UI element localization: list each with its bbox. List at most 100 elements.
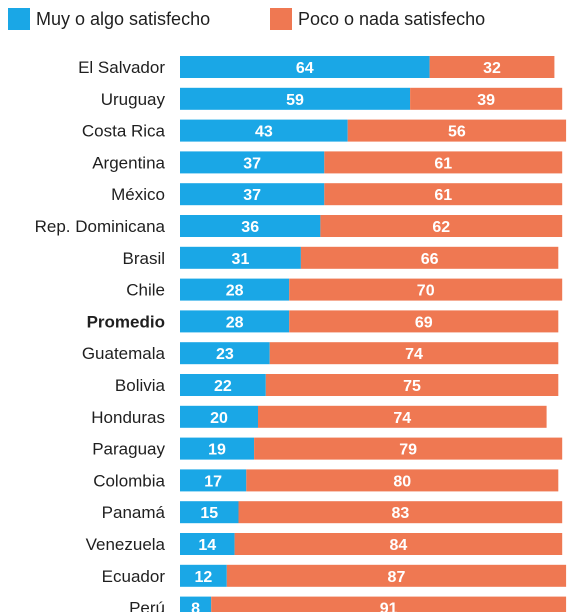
legend-label-satisfied: Muy o algo satisfecho bbox=[36, 8, 211, 29]
value-label-unsatisfied: 80 bbox=[393, 473, 411, 490]
bar-satisfied bbox=[180, 87, 411, 110]
bar-row-peru: Perú 8 91 bbox=[129, 596, 567, 612]
value-label-unsatisfied: 66 bbox=[421, 251, 439, 268]
bar-row-uruguay: Uruguay 59 39 bbox=[101, 87, 563, 110]
category-label: Brasil bbox=[122, 249, 165, 268]
category-label: Bolivia bbox=[115, 376, 166, 395]
bar-unsatisfied bbox=[211, 596, 567, 612]
value-label-satisfied: 36 bbox=[241, 219, 259, 236]
value-label-satisfied: 31 bbox=[232, 251, 250, 268]
bar-row-costa-rica: Costa Rica 43 56 bbox=[82, 119, 567, 142]
category-label: Uruguay bbox=[101, 90, 166, 109]
bar-satisfied bbox=[180, 119, 348, 142]
bar-unsatisfied bbox=[300, 246, 559, 269]
bar-unsatisfied bbox=[347, 119, 567, 142]
bar-unsatisfied bbox=[289, 278, 563, 301]
value-label-unsatisfied: 83 bbox=[391, 505, 409, 522]
category-label: Colombia bbox=[93, 471, 165, 490]
value-label-satisfied: 15 bbox=[200, 505, 218, 522]
bar-satisfied bbox=[180, 533, 235, 555]
category-label: Costa Rica bbox=[82, 122, 166, 141]
bar-unsatisfied bbox=[410, 87, 563, 110]
value-label-satisfied: 12 bbox=[195, 569, 213, 586]
bar-unsatisfied bbox=[258, 405, 547, 428]
value-label-satisfied: 23 bbox=[216, 346, 234, 363]
bar-satisfied bbox=[180, 215, 321, 237]
value-label-satisfied: 19 bbox=[208, 442, 226, 459]
bar-satisfied bbox=[180, 374, 266, 396]
category-label: Panamá bbox=[102, 503, 166, 522]
value-label-satisfied: 37 bbox=[243, 187, 261, 204]
bar-unsatisfied bbox=[254, 437, 563, 460]
value-label-satisfied: 59 bbox=[286, 92, 304, 109]
value-label-unsatisfied: 74 bbox=[393, 410, 411, 427]
bar-unsatisfied bbox=[320, 215, 563, 237]
bar-unsatisfied bbox=[265, 374, 559, 396]
category-label: Venezuela bbox=[86, 535, 166, 554]
value-label-satisfied: 17 bbox=[204, 473, 222, 490]
value-label-satisfied: 8 bbox=[191, 601, 200, 612]
value-label-unsatisfied: 39 bbox=[477, 92, 495, 109]
bar-row-rep-dominicana: Rep. Dominicana 36 62 bbox=[35, 215, 563, 237]
bar-row-chile: Chile 28 70 bbox=[126, 278, 563, 301]
category-label: Rep. Dominicana bbox=[35, 217, 166, 236]
bar-unsatisfied bbox=[246, 469, 559, 492]
value-label-unsatisfied: 32 bbox=[483, 60, 501, 77]
category-label: México bbox=[111, 185, 165, 204]
value-label-satisfied: 28 bbox=[226, 283, 244, 300]
value-label-satisfied: 37 bbox=[243, 155, 261, 172]
bar-satisfied bbox=[180, 342, 270, 365]
bar-satisfied bbox=[180, 437, 255, 460]
bar-unsatisfied bbox=[289, 310, 559, 333]
bar-row-guatemala: Guatemala 23 74 bbox=[82, 342, 559, 365]
bar-satisfied bbox=[180, 183, 325, 206]
category-label: Guatemala bbox=[82, 344, 166, 363]
bar-satisfied bbox=[180, 56, 430, 78]
bar-row-promedio: Promedio 28 69 bbox=[87, 310, 559, 333]
value-label-unsatisfied: 56 bbox=[448, 124, 466, 141]
bar-row-panama: Panamá 15 83 bbox=[102, 501, 563, 524]
bar-row-colombia: Colombia 17 80 bbox=[93, 469, 559, 492]
bar-satisfied bbox=[180, 310, 290, 333]
bar-row-venezuela: Venezuela 14 84 bbox=[86, 533, 563, 555]
legend-swatch-satisfied bbox=[8, 8, 30, 30]
category-label: Paraguay bbox=[92, 440, 165, 459]
value-label-satisfied: 64 bbox=[296, 60, 314, 77]
legend-swatch-unsatisfied bbox=[270, 8, 292, 30]
bar-satisfied bbox=[180, 246, 301, 269]
legend-item-unsatisfied: Poco o nada satisfecho bbox=[270, 8, 485, 30]
value-label-unsatisfied: 79 bbox=[399, 442, 417, 459]
category-label: Ecuador bbox=[102, 567, 166, 586]
value-label-satisfied: 22 bbox=[214, 378, 232, 395]
legend-label-unsatisfied: Poco o nada satisfecho bbox=[298, 8, 486, 29]
bar-unsatisfied bbox=[324, 183, 563, 206]
value-label-satisfied: 28 bbox=[226, 314, 244, 331]
bar-unsatisfied bbox=[226, 564, 567, 587]
bar-satisfied bbox=[180, 501, 239, 524]
value-label-unsatisfied: 87 bbox=[388, 569, 406, 586]
bar-unsatisfied bbox=[238, 501, 563, 524]
bar-satisfied bbox=[180, 596, 212, 612]
category-label: Honduras bbox=[91, 408, 165, 427]
bar-satisfied bbox=[180, 469, 247, 492]
bar-row-paraguay: Paraguay 19 79 bbox=[92, 437, 563, 460]
value-label-unsatisfied: 61 bbox=[434, 155, 452, 172]
category-label: Argentina bbox=[92, 153, 165, 172]
value-label-unsatisfied: 91 bbox=[380, 601, 398, 612]
value-label-satisfied: 20 bbox=[210, 410, 228, 427]
bar-row-honduras: Honduras 20 74 bbox=[91, 405, 547, 428]
legend-item-satisfied: Muy o algo satisfecho bbox=[8, 8, 210, 30]
bar-unsatisfied bbox=[269, 342, 559, 365]
bar-row-el-salvador: El Salvador 64 32 bbox=[78, 56, 555, 78]
category-label: El Salvador bbox=[78, 58, 165, 77]
value-label-unsatisfied: 62 bbox=[432, 219, 450, 236]
bar-unsatisfied bbox=[234, 533, 563, 555]
bar-satisfied bbox=[180, 405, 258, 428]
value-label-satisfied: 14 bbox=[198, 537, 216, 554]
value-label-unsatisfied: 70 bbox=[417, 283, 435, 300]
bar-unsatisfied bbox=[324, 151, 563, 174]
bar-unsatisfied bbox=[429, 56, 555, 78]
bar-satisfied bbox=[180, 151, 325, 174]
bar-row-bolivia: Bolivia 22 75 bbox=[115, 374, 559, 396]
